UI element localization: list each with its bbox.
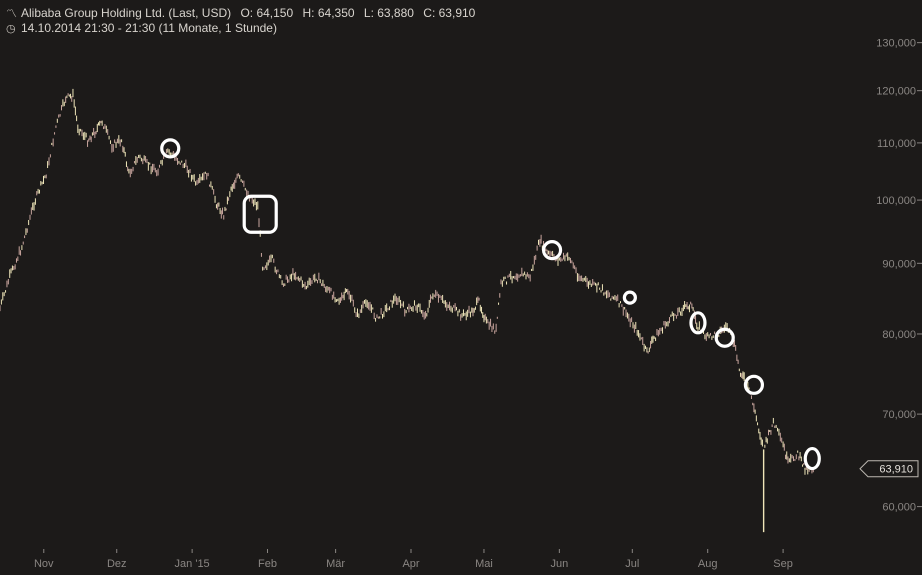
x-tick-label: Mär <box>326 558 345 570</box>
annotation-marker <box>714 327 735 348</box>
y-tick-label: 120,000 <box>876 86 916 98</box>
x-tick-label: Apr <box>402 558 419 570</box>
y-axis: 130,000 120,000 110,000 100,000 90,000 80,000… <box>876 38 922 514</box>
close-value: C: 63,910 <box>423 6 476 20</box>
last-price-badge <box>859 460 919 478</box>
annotation-marker <box>743 374 765 395</box>
annotation-marker <box>689 311 707 335</box>
line-chart-icon: 〽 <box>6 8 17 20</box>
annotation-marker <box>242 194 278 234</box>
x-tick-label: Aug <box>698 558 718 570</box>
chart-info-line: 〽 Alibaba Group Holding Ltd. (Last, USD) … <box>6 5 481 21</box>
y-tick-label: 90,000 <box>882 258 916 270</box>
last-price-tag: 63,910 <box>859 460 919 478</box>
x-tick-label: Jan '15 <box>175 558 210 570</box>
instrument-name: Alibaba Group Holding Ltd. (Last, USD) <box>21 6 232 20</box>
y-tick-label: 130,000 <box>876 38 916 50</box>
high-value: H: 64,350 <box>302 6 355 20</box>
last-price-label: 63,910 <box>879 464 913 476</box>
y-tick-label: 110,000 <box>877 138 916 150</box>
clock-icon: ◷ <box>6 23 16 35</box>
annotation-marker <box>160 138 181 159</box>
price-bars <box>0 88 814 533</box>
annotation-marker <box>803 446 821 471</box>
x-tick-label: Mai <box>475 558 493 570</box>
timespan-line: ◷ 14.10.2014 21:30 - 21:30 (11 Monate, 1 … <box>6 21 277 35</box>
low-value: L: 63,880 <box>363 6 414 20</box>
open-value: O: 64,150 <box>240 6 294 20</box>
y-tick-label: 70,000 <box>882 409 916 421</box>
y-tick-label: 60,000 <box>882 502 916 514</box>
y-tick-label: 80,000 <box>882 329 916 341</box>
annotation-markers <box>160 138 821 471</box>
timespan-text: 14.10.2014 21:30 - 21:30 (11 Monate, 1 S… <box>21 21 277 35</box>
annotation-marker <box>541 240 563 261</box>
x-axis: Nov Dez Jan '15 Feb Mär Apr Mai Jun Jul Aug Sep <box>34 549 793 570</box>
x-tick-label: Nov <box>34 558 54 570</box>
x-tick-label: Dez <box>107 558 127 570</box>
x-tick-label: Jun <box>550 558 568 570</box>
x-tick-label: Feb <box>258 558 277 570</box>
annotation-marker <box>622 290 637 305</box>
y-tick-label: 100,000 <box>876 195 916 207</box>
x-tick-label: Sep <box>773 558 793 570</box>
x-tick-label: Jul <box>625 558 639 570</box>
